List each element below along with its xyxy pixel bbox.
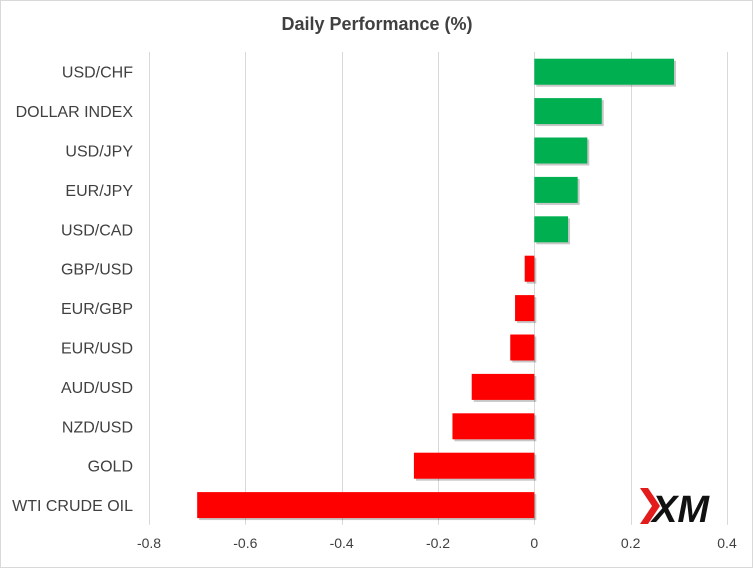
bar: [534, 58, 675, 85]
bar: [534, 176, 578, 203]
category-label: NZD/USD: [62, 419, 133, 436]
category-label: DOLLAR INDEX: [16, 104, 134, 121]
bar: [510, 334, 535, 361]
bar: [524, 255, 535, 282]
x-tick-labels: -0.8 -0.6 -0.4 -0.2 0 0.2 0.4: [137, 535, 737, 551]
category-label: EUR/USD: [61, 341, 133, 358]
x-tick-label: 0.2: [621, 535, 641, 551]
category-label: USD/JPY: [65, 144, 133, 161]
category-label: WTI CRUDE OIL: [12, 498, 133, 515]
x-tick-label: -0.6: [233, 535, 257, 551]
bar: [452, 413, 535, 440]
x-tick-label: 0: [530, 535, 538, 551]
xm-logo-text: XM: [650, 489, 710, 531]
category-label: USD/CHF: [62, 65, 133, 82]
bar: [471, 373, 535, 400]
category-label: EUR/JPY: [65, 183, 133, 200]
bar: [534, 216, 569, 243]
category-label: AUD/USD: [61, 380, 133, 397]
bar: [413, 452, 535, 479]
chart-title: Daily Performance (%): [281, 14, 472, 34]
x-tick-label: 0.4: [717, 535, 737, 551]
xm-logo-mark-icon: [640, 488, 660, 524]
category-label: GBP/USD: [61, 262, 133, 279]
x-tick-label: -0.2: [426, 535, 450, 551]
bars: [197, 58, 677, 521]
category-label: GOLD: [88, 459, 133, 476]
gridlines: [149, 52, 728, 525]
category-labels: USD/CHF DOLLAR INDEX USD/JPY EUR/JPY USD/CAD…: [12, 65, 133, 515]
x-tick-label: -0.8: [137, 535, 161, 551]
bar: [197, 492, 535, 519]
bar: [534, 98, 602, 125]
bar: [515, 295, 535, 322]
category-label: USD/CAD: [61, 222, 133, 239]
bar: [534, 137, 588, 164]
x-tick-label: -0.4: [330, 535, 354, 551]
xm-logo: XM: [640, 488, 710, 531]
category-label: EUR/GBP: [61, 301, 133, 318]
